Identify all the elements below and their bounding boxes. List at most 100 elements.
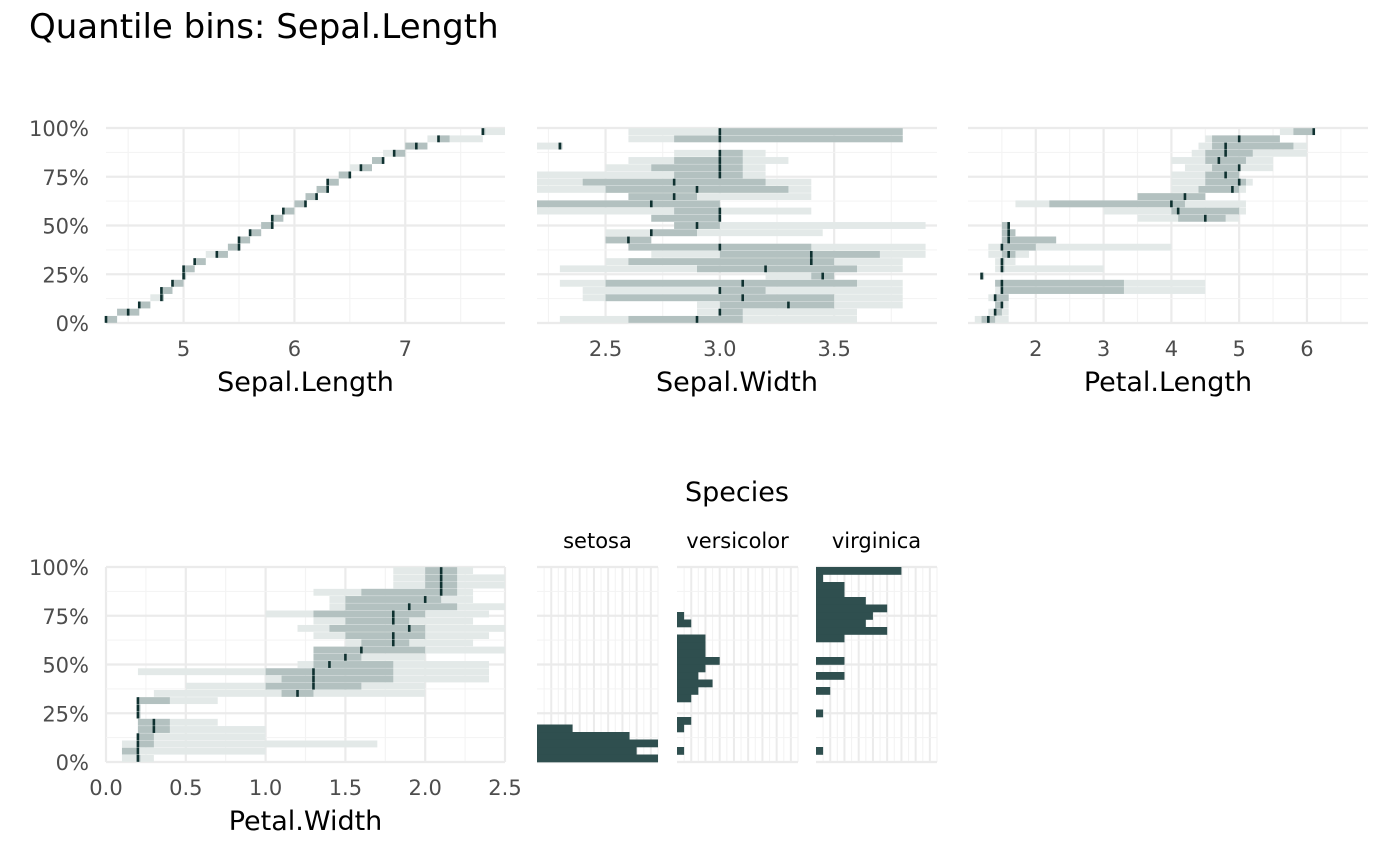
median-mark [1183,193,1187,201]
x-axis-label: Petal.Length [1084,367,1252,398]
range-bar-outer [765,272,835,280]
median-mark [326,178,329,186]
species-bar-versicolor [677,634,706,643]
median-mark [391,632,395,640]
species-bar-virginica [816,567,902,575]
median-mark [1224,171,1227,179]
median-mark [391,639,395,647]
range-bar-inner [719,301,835,309]
median-mark [718,207,722,215]
range-bar-inner [265,668,394,676]
median-mark [312,682,315,690]
range-bar-inner [139,301,151,309]
median-mark [439,567,443,575]
species-bar-setosa [537,732,630,740]
range-bar-inner [294,200,306,208]
facet-label-versicolor: versicolor [686,529,789,553]
median-mark [381,157,385,164]
y-tick-label: 100% [29,556,89,580]
median-mark [136,711,140,719]
species-bar-versicolor [677,694,692,703]
x-axis-label: Sepal.Length [217,367,394,398]
range-bar-inner [1178,214,1226,222]
species-bar-virginica [816,672,845,680]
range-bar-inner [719,128,903,136]
species-bar-setosa [537,754,658,763]
species-bar-virginica [816,582,845,590]
median-mark [407,624,411,632]
range-bar-inner [995,308,1002,316]
median-mark [649,200,653,208]
x-tick-label: 6 [288,337,301,361]
median-mark [481,128,485,136]
range-bar-inner [995,301,1002,309]
range-bar-inner [239,236,251,244]
median-mark [787,301,790,309]
range-bar-outer [537,142,560,150]
median-mark [627,236,630,244]
range-bar-outer [137,726,266,733]
range-bar-inner [674,135,903,143]
range-bar-outer [313,653,426,661]
median-mark [360,646,363,654]
median-mark [104,315,108,323]
median-mark [764,265,767,273]
median-mark [171,279,174,287]
range-bar-inner [1198,185,1240,193]
range-bar-outer [150,294,162,302]
range-bar-inner [605,294,835,302]
median-mark [1000,301,1004,309]
range-bar-inner [361,588,458,596]
median-mark [1237,178,1241,186]
species-bar-versicolor [677,747,685,755]
median-mark [1000,243,1004,251]
range-bar-inner [1137,193,1206,201]
range-bar-inner [651,229,697,237]
median-mark [304,200,307,208]
species-bar-versicolor [677,679,713,688]
range-bar-inner [1001,243,1036,251]
y-tick-label: 25% [42,702,89,726]
facet-label-setosa: setosa [563,529,632,553]
median-mark [391,617,395,625]
x-tick-label: 7 [399,337,412,361]
y-tick-label: 50% [42,654,89,678]
median-mark [359,164,363,172]
median-mark [1007,236,1010,244]
median-mark [672,178,676,186]
median-mark [718,287,722,294]
species-bar-virginica [816,657,845,665]
species-bar-setosa [537,739,658,748]
range-bar-inner [372,157,384,164]
range-bar-outer [427,135,483,143]
facet-label-virginica: virginica [832,529,921,553]
species-bar-virginica [816,597,866,605]
median-mark [137,301,141,309]
species-bar-virginica [816,709,824,718]
median-mark [182,272,185,280]
range-bar-inner [345,596,442,603]
range-bar-inner [719,287,766,294]
median-mark [695,222,699,229]
range-bar-outer [628,193,812,201]
median-mark [1007,229,1010,237]
median-mark [1000,258,1004,266]
range-bar-inner [261,222,273,229]
median-mark [160,294,163,302]
range-bar-outer [537,171,766,179]
species-bar-virginica [816,604,888,613]
range-bar-inner [995,279,1124,287]
median-mark [1170,200,1173,208]
median-mark [270,222,274,229]
median-mark [1224,142,1227,150]
species-bar-virginica [816,627,888,635]
range-bar-inner [361,639,410,647]
range-bar-outer [988,243,1172,251]
x-tick-label: 5 [1232,337,1245,361]
range-bar-inner [106,315,118,323]
median-mark [980,272,983,280]
species-bar-versicolor [677,687,699,695]
y-tick-label: 100% [29,117,89,141]
median-mark [136,697,140,705]
